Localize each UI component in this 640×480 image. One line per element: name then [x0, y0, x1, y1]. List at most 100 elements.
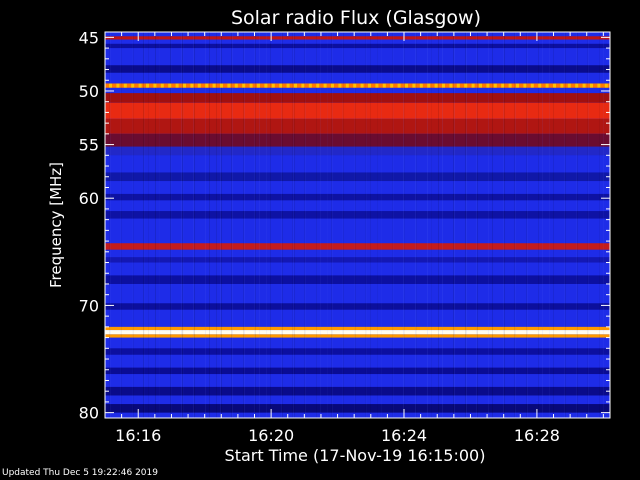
x-tick-label: 16:20	[248, 426, 294, 445]
interference-dot	[545, 83, 549, 88]
frequency-bands	[105, 36, 610, 413]
interference-dot	[301, 83, 305, 88]
streak	[332, 32, 333, 418]
interference-dot	[397, 83, 401, 88]
interference-dot	[375, 83, 379, 88]
interference-dot	[516, 83, 519, 88]
interference-dot	[360, 83, 364, 88]
streak	[577, 32, 578, 418]
interference-dot	[160, 83, 164, 88]
interference-dot	[456, 83, 460, 88]
streak	[415, 32, 416, 418]
interference-dot	[123, 83, 127, 88]
streak	[181, 32, 182, 418]
streak	[538, 32, 539, 418]
x-tick-label: 16:24	[381, 426, 427, 445]
interference-dot	[227, 83, 231, 88]
interference-dot	[553, 83, 556, 88]
streak	[194, 32, 195, 418]
streak	[120, 32, 121, 418]
band-5	[105, 102, 610, 119]
band-22	[105, 404, 610, 413]
streak	[465, 32, 466, 418]
interference-dot	[523, 83, 527, 88]
streak	[492, 32, 493, 418]
interference-dot	[604, 83, 608, 88]
streak	[477, 32, 478, 418]
interference-dot	[597, 83, 601, 88]
interference-dot	[582, 83, 586, 88]
streak	[320, 32, 321, 418]
y-axis: 45 50 55 60 70 80	[79, 28, 610, 423]
interference-dot	[175, 83, 179, 88]
band-9	[105, 172, 610, 182]
streak	[576, 32, 577, 418]
streak	[182, 32, 183, 418]
interference-dot	[294, 83, 297, 88]
y-tick-label: 80	[79, 404, 99, 423]
streak	[587, 32, 588, 418]
streak	[442, 32, 443, 418]
interference-dot	[264, 83, 268, 88]
streak	[327, 32, 328, 418]
streak	[183, 32, 184, 418]
interference-dot	[486, 83, 490, 88]
streak	[254, 32, 255, 418]
interference-dot	[508, 83, 512, 88]
interference-dot	[575, 83, 579, 88]
streak	[377, 32, 378, 418]
streak	[527, 32, 528, 418]
band-4	[105, 93, 610, 103]
streak	[209, 32, 210, 418]
streak	[171, 32, 172, 418]
streak	[403, 32, 404, 418]
streak	[549, 32, 550, 418]
streak	[503, 32, 504, 418]
interference-dot	[412, 83, 416, 88]
interference-dot	[434, 83, 438, 88]
interference-dot	[153, 83, 157, 88]
streak	[294, 32, 295, 418]
x-axis: 16:16 16:20 16:24 16:28	[104, 32, 604, 445]
chart-title: Solar radio Flux (Glasgow)	[231, 7, 481, 29]
streak	[266, 32, 267, 418]
interference-dot	[390, 83, 394, 88]
streak	[438, 32, 439, 418]
interference-dot	[316, 83, 320, 88]
streak	[155, 32, 156, 418]
interference-dots	[109, 83, 608, 88]
streak	[270, 32, 271, 418]
streak	[542, 32, 543, 418]
interference-dot	[560, 83, 564, 88]
interference-dot	[464, 83, 468, 88]
band-3	[105, 83, 610, 88]
streak	[133, 32, 134, 418]
interference-dot	[567, 83, 571, 88]
streak	[476, 32, 477, 418]
streak	[565, 32, 566, 418]
streak	[365, 32, 366, 418]
band-0	[105, 36, 610, 40]
interference-dot	[338, 83, 342, 88]
streak	[281, 32, 282, 418]
band-19	[105, 348, 610, 355]
streak	[381, 32, 382, 418]
streak	[244, 32, 245, 418]
interference-dot	[405, 83, 408, 88]
band-17	[105, 330, 610, 335]
band-6	[105, 118, 610, 134]
streak	[316, 32, 317, 418]
y-tick-label: 45	[79, 28, 99, 47]
interference-dot	[479, 83, 482, 88]
interference-dot	[427, 83, 431, 88]
streak	[232, 32, 233, 418]
streak	[220, 32, 221, 418]
interference-dot	[538, 83, 542, 88]
band-20	[105, 367, 610, 375]
streak	[343, 32, 344, 418]
streak	[454, 32, 455, 418]
x-tick-label: 16:28	[514, 426, 560, 445]
streak	[193, 32, 194, 418]
interference-dot	[242, 83, 246, 88]
